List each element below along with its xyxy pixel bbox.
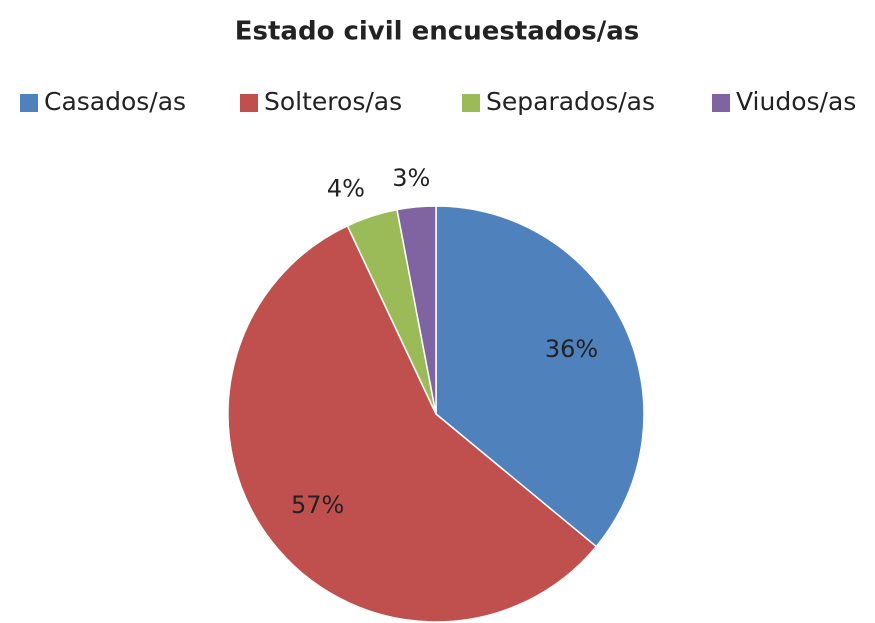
pie-slice	[227, 224, 598, 623]
data-label: 36%	[545, 335, 598, 363]
pie-slice	[396, 205, 437, 415]
legend-swatch	[20, 94, 38, 112]
data-label: 3%	[392, 164, 430, 192]
legend-label: Viudos/as	[736, 87, 856, 116]
chart-title: Estado civil encuestados/as	[235, 17, 640, 47]
pie-slice	[435, 205, 645, 548]
legend-label: Separados/as	[486, 87, 655, 116]
data-label: 57%	[291, 491, 344, 519]
legend-swatch	[240, 94, 258, 112]
data-label: 4%	[327, 174, 365, 202]
legend-label: Solteros/as	[264, 87, 402, 116]
legend-swatch	[462, 94, 480, 112]
legend-swatch	[712, 94, 730, 112]
legend-label: Casados/as	[44, 87, 186, 116]
